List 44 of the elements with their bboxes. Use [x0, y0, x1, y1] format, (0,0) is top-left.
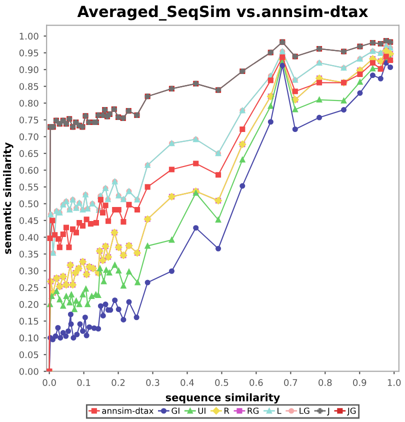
y-tick-label: 0.60 — [19, 166, 38, 174]
y-tick-label: 0.95 — [19, 50, 38, 56]
legend-label: LG — [300, 408, 310, 414]
y-tick-label: 0.15 — [19, 318, 38, 325]
y-tick-label: 0.70 — [19, 133, 38, 140]
x-tick-label: 0.8 — [318, 379, 332, 386]
chart-title: Averaged_SeqSim vs.annsim-dtax — [77, 5, 368, 21]
legend-label: annsim-dtax — [102, 407, 154, 414]
x-tick-label: 1.0 — [388, 379, 401, 386]
y-tick-label: 0.85 — [19, 83, 38, 90]
x-tick-label: 0.7 — [284, 379, 298, 386]
y-tick-label: 1.00 — [20, 32, 38, 40]
legend-label: R — [224, 408, 230, 414]
x-tick-label: 0.3 — [146, 379, 160, 386]
y-tick-label: 0.45 — [19, 217, 38, 224]
x-tick-label: 0.6 — [250, 379, 263, 386]
y-tick-label: 0.25 — [19, 284, 38, 292]
y-tick-label: 0.65 — [19, 150, 38, 157]
y-tick-label: 0.10 — [19, 334, 38, 342]
legend-label: UI — [198, 408, 206, 414]
y-tick-label: 0.35 — [19, 250, 38, 258]
y-tick-label: 0.75 — [19, 116, 38, 124]
y-tick-label: 0.55 — [19, 184, 38, 190]
x-tick-label: 0.4 — [180, 379, 194, 386]
legend-label: L — [278, 408, 282, 414]
legend-label: RG — [248, 408, 259, 414]
x-tick-label: 0.9 — [353, 379, 366, 386]
legend-label: JG — [346, 408, 356, 416]
y-tick-label: 0.30 — [19, 267, 38, 274]
y-tick-label: 0.00 — [19, 368, 38, 375]
x-axis-title: sequence similarity — [166, 393, 280, 404]
x-tick-label: 0.1 — [77, 379, 90, 386]
y-axis-title: semantic similarity — [3, 142, 14, 254]
legend-label: J — [327, 408, 330, 416]
x-tick-label: 0.2 — [112, 379, 125, 386]
y-tick-label: 0.40 — [19, 234, 38, 241]
y-tick-label: 0.20 — [19, 301, 38, 308]
x-tick-label: 0.0 — [42, 379, 56, 386]
y-tick-label: 0.50 — [19, 200, 38, 208]
y-tick-label: 0.90 — [19, 66, 38, 74]
y-tick-label: 0.80 — [19, 100, 38, 107]
legend-label: GI — [172, 408, 180, 414]
x-tick-label: 0.5 — [215, 379, 228, 386]
y-tick-label: 0.05 — [19, 351, 38, 358]
